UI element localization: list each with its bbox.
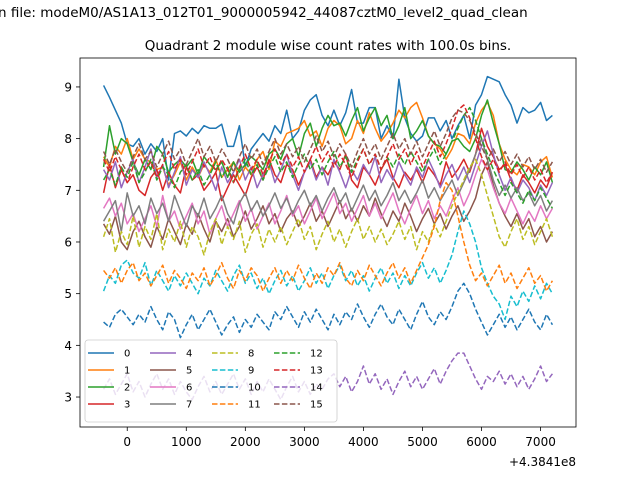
series-line-1 (102, 101, 554, 186)
series-line-12 (102, 106, 554, 209)
legend-label-9: 9 (248, 366, 254, 377)
y-tick-label: 8 (64, 132, 72, 146)
y-tick-label: 6 (64, 235, 72, 249)
legend-label-14: 14 (310, 383, 323, 394)
series-layer (102, 75, 554, 401)
series-line-4 (102, 130, 554, 202)
legend-label-2: 2 (124, 383, 130, 394)
series-line-0 (102, 75, 553, 181)
series-line-5 (102, 161, 554, 251)
legend-label-11: 11 (248, 400, 261, 411)
axes-frame (79, 57, 577, 428)
y-tick-label: 4 (64, 339, 72, 353)
legend-label-5: 5 (186, 366, 192, 377)
series-line-3 (102, 127, 554, 202)
x-tick-label: 0 (123, 435, 131, 449)
y-tick-label: 5 (64, 287, 72, 301)
legend-label-10: 10 (248, 383, 261, 394)
x-tick-label: 1000 (171, 435, 202, 449)
y-tick-label: 7 (64, 184, 72, 198)
x-tick-label: 6000 (466, 435, 497, 449)
series-line-13 (102, 104, 554, 184)
legend-label-8: 8 (248, 349, 254, 360)
legend-label-15: 15 (310, 400, 323, 411)
chart-title: Quadrant 2 module wise count rates with … (145, 38, 511, 54)
legend-label-4: 4 (186, 349, 192, 360)
legend-label-7: 7 (186, 400, 192, 411)
figure-suptitle: n file: modeM0/AS1A13_012T01_9000005942_… (0, 5, 528, 21)
x-tick-label: 7000 (525, 435, 556, 449)
legend-label-12: 12 (310, 349, 323, 360)
series-line-6 (102, 158, 554, 235)
legend-label-3: 3 (124, 400, 130, 411)
series-line-10 (103, 282, 554, 339)
x-tick-label: 2000 (230, 435, 261, 449)
legend-frame (84, 339, 338, 423)
x-tick-label: 5000 (407, 435, 438, 449)
legend-label-1: 1 (124, 366, 130, 377)
y-axis: 3 4 5 6 7 8 9 (64, 80, 80, 405)
legend-label-6: 6 (186, 383, 192, 394)
legend-label-13: 13 (310, 366, 323, 377)
x-axis: 0 1000 2000 3000 4000 5000 6000 7000 (123, 427, 556, 449)
y-tick-label: 3 (64, 391, 72, 405)
series-line-11 (103, 181, 554, 292)
x-offset-label: +4.3841e8 (509, 455, 576, 469)
series-line-15 (102, 109, 554, 173)
x-tick-label: 3000 (289, 435, 320, 449)
y-tick-label: 9 (64, 80, 72, 94)
series-line-8 (102, 158, 554, 256)
legend-label-0: 0 (124, 349, 130, 360)
series-line-7 (102, 137, 554, 233)
x-tick-label: 4000 (348, 435, 379, 449)
